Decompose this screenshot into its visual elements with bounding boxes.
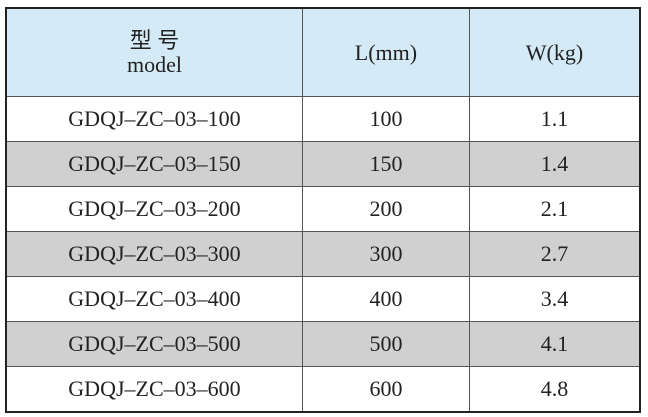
table-cell: 1.1 — [469, 96, 641, 142]
table-cell: 200 — [301, 186, 471, 232]
table-cell: GDQJ–ZC–03–150 — [5, 141, 303, 187]
table-cell: GDQJ–ZC–03–500 — [5, 321, 303, 367]
table-cell: 1.4 — [469, 141, 641, 187]
header-zh: 型 号 — [129, 27, 180, 53]
header-row: 型 号 model L(mm) W(kg) — [5, 7, 641, 97]
table-cell: 400 — [301, 276, 471, 322]
table-cell: GDQJ–ZC–03–400 — [5, 276, 303, 322]
table-cell: 3.4 — [469, 276, 641, 322]
table-row: GDQJ–ZC–03–500 500 4.1 — [5, 321, 641, 367]
table-cell: 150 — [301, 141, 471, 187]
table-row: GDQJ–ZC–03–300 300 2.7 — [5, 231, 641, 277]
table-row: GDQJ–ZC–03–200 200 2.1 — [5, 186, 641, 232]
table-cell: 2.1 — [469, 186, 641, 232]
table-row: GDQJ–ZC–03–100 100 1.1 — [5, 96, 641, 142]
table-cell: 4.1 — [469, 321, 641, 367]
table-row: GDQJ–ZC–03–600 600 4.8 — [5, 366, 641, 413]
header-en: model — [126, 51, 182, 77]
table-header: 型 号 model L(mm) W(kg) — [5, 7, 641, 97]
table-body: GDQJ–ZC–03–100 100 1.1 GDQJ–ZC–03–150 150 1.4… — [5, 96, 641, 413]
table-cell: 300 — [301, 231, 471, 277]
table-cell: GDQJ–ZC–03–200 — [5, 186, 303, 232]
header-cell: L(mm) — [301, 7, 471, 97]
table-cell: 500 — [301, 321, 471, 367]
table-cell: GDQJ–ZC–03–100 — [5, 96, 303, 142]
header-cell: W(kg) — [469, 7, 641, 97]
table-cell: 600 — [301, 366, 471, 413]
table-row: GDQJ–ZC–03–150 150 1.4 — [5, 141, 641, 187]
table-cell: GDQJ–ZC–03–600 — [5, 366, 303, 413]
table-cell: GDQJ–ZC–03–300 — [5, 231, 303, 277]
table-row: GDQJ–ZC–03–400 400 3.4 — [5, 276, 641, 322]
table-cell: 2.7 — [469, 231, 641, 277]
spec-table: 型 号 model L(mm) W(kg) GDQJ–ZC–03–100 100 1… — [5, 7, 641, 413]
table-cell: 4.8 — [469, 366, 641, 413]
header-cell: 型 号 model — [5, 7, 303, 97]
table-cell: 100 — [301, 96, 471, 142]
